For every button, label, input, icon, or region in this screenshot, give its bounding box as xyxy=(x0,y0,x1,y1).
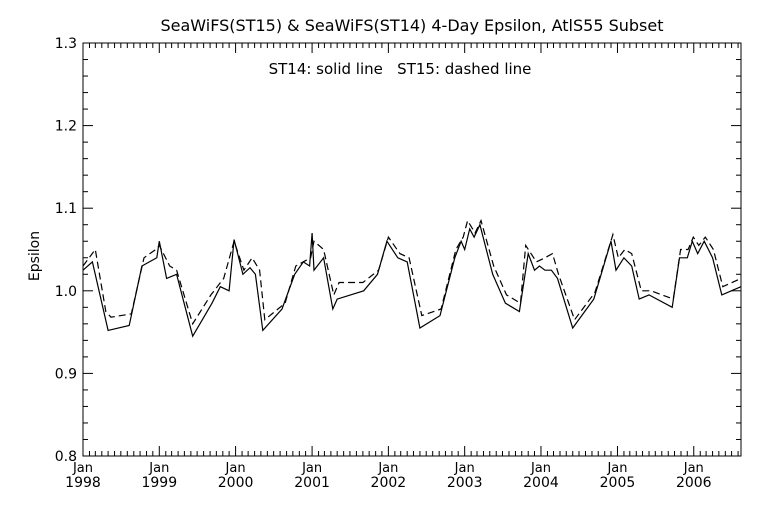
x-tick-month-label: Jan xyxy=(301,461,322,476)
series-line-solid xyxy=(82,222,742,338)
x-tick-year-label: 2000 xyxy=(218,475,254,491)
x-tick-year-label: 1999 xyxy=(141,475,177,491)
y-tick-label: 1.3 xyxy=(55,36,77,52)
y-tick-label: 1.1 xyxy=(55,201,77,217)
x-tick-month-label: Jan xyxy=(377,461,398,476)
x-tick-year-label: 2006 xyxy=(676,475,712,491)
x-tick-month-label: Jan xyxy=(225,461,246,476)
y-tick-label: 0.9 xyxy=(55,366,77,382)
plot-axes xyxy=(82,42,742,457)
y-ticks: 0.8 0.9 1.0 1.1 1.2 1.3 xyxy=(55,36,741,465)
series-group xyxy=(82,218,742,338)
y-tick-label: 1.2 xyxy=(55,119,77,135)
y-axis-label: Epsilon xyxy=(27,231,43,281)
x-tick-year-label: 2005 xyxy=(600,475,636,491)
x-ticks: Jan1998Jan1999Jan2000Jan2001Jan2002Jan20… xyxy=(65,43,739,491)
x-tick-year-label: 1998 xyxy=(65,475,101,491)
x-tick-year-label: 2004 xyxy=(523,475,559,491)
x-tick-month-label: Jan xyxy=(454,461,475,476)
x-tick-year-label: 2003 xyxy=(447,475,483,491)
x-tick-month-label: Jan xyxy=(606,461,627,476)
y-tick-label: 1.0 xyxy=(55,284,77,300)
x-tick-year-label: 2002 xyxy=(371,475,407,491)
x-tick-year-label: 2001 xyxy=(294,475,330,491)
y-tick-label: 0.8 xyxy=(55,449,77,465)
x-tick-month-label: Jan xyxy=(683,461,704,476)
x-tick-month-label: Jan xyxy=(530,461,551,476)
series-line-dashed xyxy=(82,218,742,326)
chart-title: SeaWiFS(ST15) & SeaWiFS(ST14) 4-Day Epsi… xyxy=(161,16,664,35)
x-tick-month-label: Jan xyxy=(72,461,93,476)
plot-frame xyxy=(82,42,742,457)
x-tick-month-label: Jan xyxy=(148,461,169,476)
line-style-annotation: ST14: solid line ST15: dashed line xyxy=(269,60,532,78)
